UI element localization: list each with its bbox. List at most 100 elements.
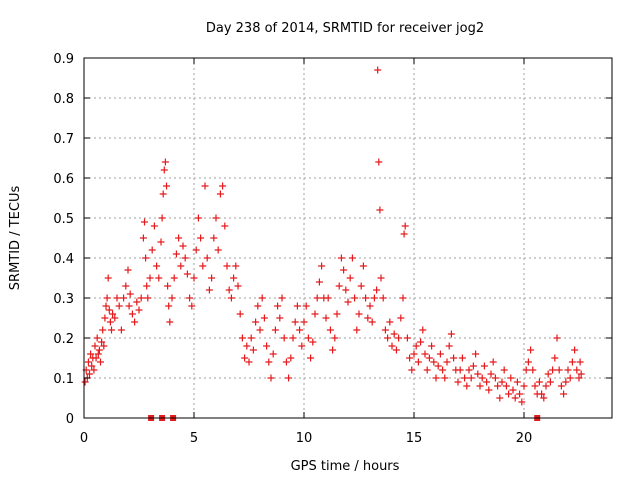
data-point: [568, 358, 576, 366]
data-point: [483, 378, 491, 386]
data-point: [520, 382, 528, 390]
y-tick-label: 0.4: [53, 252, 74, 267]
data-point: [390, 330, 398, 338]
data-point: [469, 362, 477, 370]
data-point: [544, 370, 552, 378]
x-tick-label: 15: [406, 431, 423, 446]
data-point: [476, 382, 484, 390]
data-point: [232, 262, 240, 270]
data-point: [258, 294, 266, 302]
data-point: [88, 362, 96, 370]
data-point: [564, 366, 572, 374]
data-point: [322, 314, 330, 322]
data-point: [160, 166, 168, 174]
data-point: [388, 342, 396, 350]
y-tick-label: 0.5: [53, 212, 74, 227]
y-tick-label: 0: [66, 412, 74, 427]
data-point: [557, 382, 565, 390]
data-point: [529, 366, 537, 374]
data-point: [395, 334, 403, 342]
data-point: [298, 342, 306, 350]
data-point: [331, 334, 339, 342]
data-point: [566, 374, 574, 382]
data-point: [245, 358, 253, 366]
data-point: [315, 278, 323, 286]
data-point: [263, 342, 271, 350]
data-point: [410, 350, 418, 358]
data-point: [494, 382, 502, 390]
data-point: [219, 182, 227, 190]
data-point: [221, 222, 229, 230]
data-point: [428, 342, 436, 350]
data-point: [158, 214, 166, 222]
data-point: [340, 266, 348, 274]
data-point: [432, 374, 440, 382]
data-point: [368, 318, 376, 326]
data-point: [522, 366, 530, 374]
data-point: [445, 342, 453, 350]
y-tick-label: 0.3: [53, 292, 74, 307]
x-tick-label: 10: [296, 431, 313, 446]
data-point: [252, 318, 260, 326]
data-point: [126, 290, 134, 298]
data-point: [143, 282, 151, 290]
data-point: [355, 310, 363, 318]
data-point: [527, 346, 535, 354]
data-point: [496, 394, 504, 402]
data-point: [271, 326, 279, 334]
data-point: [348, 254, 356, 262]
data-point: [463, 382, 471, 390]
data-point: [225, 286, 233, 294]
data-point: [285, 374, 293, 382]
data-point: [274, 302, 282, 310]
data-point: [163, 182, 170, 190]
data-point: [399, 294, 407, 302]
grid-lines: [84, 58, 612, 418]
y-tick-label: 0.2: [53, 332, 74, 347]
data-point: [165, 302, 173, 310]
data-point: [577, 370, 585, 378]
data-point: [472, 350, 480, 358]
data-point: [412, 342, 420, 350]
data-point: [227, 294, 235, 302]
data-point: [249, 346, 257, 354]
data-point: [576, 358, 584, 366]
data-point: [197, 234, 205, 242]
data-point: [175, 234, 183, 242]
data-point: [491, 374, 499, 382]
data-point: [101, 314, 109, 322]
x-tick-label: 5: [190, 431, 198, 446]
data-point: [414, 358, 422, 366]
data-point: [236, 310, 244, 318]
data-point: [425, 354, 433, 362]
data-point: [423, 366, 431, 374]
data-point: [551, 354, 559, 362]
data-point: [374, 66, 382, 74]
data-point: [111, 314, 119, 322]
data-point: [103, 294, 111, 302]
chart-title: Day 238 of 2014, SRMTID for receiver jog…: [206, 21, 484, 36]
data-point: [454, 378, 462, 386]
data-point: [436, 350, 444, 358]
data-point: [267, 374, 275, 382]
data-point: [447, 330, 455, 338]
data-point: [450, 354, 458, 362]
data-point: [386, 318, 394, 326]
data-point: [375, 158, 383, 166]
data-point: [524, 358, 532, 366]
data-point: [241, 354, 249, 362]
data-point: [260, 314, 268, 322]
data-point: [542, 382, 550, 390]
data-point: [421, 350, 429, 358]
data-point: [443, 358, 451, 366]
data-point: [531, 382, 539, 390]
data-point: [364, 314, 372, 322]
data-point: [342, 286, 350, 294]
data-point: [309, 338, 317, 346]
data-point: [434, 362, 442, 370]
data-point: [485, 386, 493, 394]
data-point: [307, 354, 315, 362]
data-point: [373, 286, 381, 294]
data-point: [553, 334, 561, 342]
